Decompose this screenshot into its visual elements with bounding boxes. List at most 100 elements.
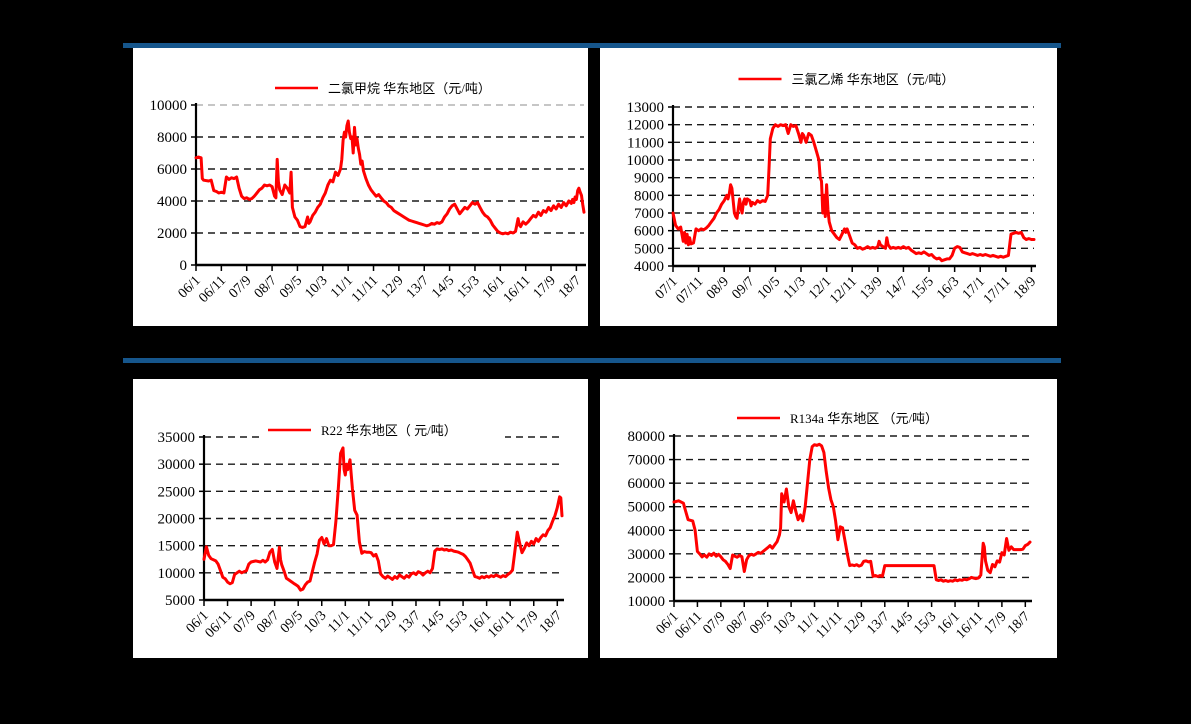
chart-panel-r134a: 10000 20000 30000 40000 50000 60000 70000 80000…	[600, 379, 1057, 658]
x-tick-label: 10/5	[755, 274, 783, 302]
x-tick-label: 15/3	[911, 609, 939, 637]
x-tick-label: 18/7	[537, 608, 565, 636]
y-tick-label: 0	[180, 258, 188, 274]
section-divider-bottom	[123, 358, 1061, 363]
legend-label: 三氯乙烯 华东地区（元/吨）	[792, 72, 955, 87]
y-tick-label: 5000	[634, 241, 664, 257]
y-tick-label: 20000	[628, 570, 666, 586]
x-tick-label: 16/3	[934, 274, 962, 302]
y-tick-label: 70000	[628, 453, 666, 469]
price-line	[671, 123, 1036, 263]
x-tick-label: 14/5	[419, 608, 447, 636]
x-tick-label: 18/7	[556, 273, 584, 301]
y-tick-label: 7000	[634, 206, 664, 222]
y-tick-label: 13000	[627, 100, 665, 116]
x-tick-label: 16/11	[485, 608, 518, 641]
chart-panel-r22: 5000 10000 15000 20000 25000 30000 35000 06/1 06…	[133, 379, 588, 658]
legend-label: 二氯甲烷 华东地区（元/吨）	[328, 81, 491, 96]
x-tick-label: 08/9	[704, 274, 732, 302]
x-tick-label: 09/7	[729, 274, 757, 302]
y-tick-label: 6000	[157, 162, 187, 178]
y-tick-label: 9000	[634, 171, 664, 187]
x-tick-label: 10/3	[301, 608, 329, 636]
x-tick-label: 18/7	[1005, 609, 1033, 637]
y-tick-label: 40000	[628, 523, 666, 539]
section-divider-top	[123, 43, 1061, 48]
y-tick-label: 5000	[165, 593, 195, 609]
x-tick-label: 11/11	[349, 273, 381, 305]
chart-panel-trichloroethylene: 4000 5000 6000 7000 8000 9000 10000 11000 12000 1…	[600, 48, 1057, 326]
price-chart-svg: 500010000150002000025000300003500006/106…	[158, 419, 565, 641]
x-tick-label: 07/9	[700, 609, 728, 637]
x-tick-label: 13/7	[404, 273, 432, 301]
x-tick-label: 13/7	[864, 609, 892, 637]
x-tick-label: 08/7	[724, 609, 752, 637]
x-tick-label: 12/9	[378, 273, 406, 301]
y-tick-label: 20000	[158, 512, 196, 528]
y-tick-label: 4000	[157, 194, 187, 210]
legend-background	[261, 419, 505, 441]
price-chart-svg: 10000 20000 30000 40000 50000 60000 70000 80000…	[628, 407, 1033, 642]
x-tick-label: 12/11	[827, 274, 860, 307]
y-tick-label: 30000	[158, 457, 196, 473]
y-tick-label: 4000	[634, 259, 664, 275]
chart-panel-dichloromethane: 0 2000 4000 6000 8000 10000 06/1 06/11 07/9 08/7 0…	[133, 48, 588, 326]
x-tick-label: 15/3	[443, 608, 471, 636]
x-tick-label: 13/9	[857, 274, 885, 302]
x-tick-label: 17/9	[982, 609, 1010, 637]
legend-background	[730, 407, 974, 429]
x-tick-label: 16/11	[501, 273, 534, 306]
y-tick-label: 11000	[627, 135, 664, 151]
x-tick-label: 17/9	[513, 608, 541, 636]
price-line	[194, 119, 586, 236]
x-tick-label: 09/5	[747, 609, 775, 637]
x-tick-label: 17/9	[531, 273, 559, 301]
legend-label: R134a 华东地区 （元/吨）	[790, 411, 938, 426]
price-line	[202, 446, 564, 592]
y-tick-label: 10000	[150, 98, 188, 114]
y-tick-label: 10000	[627, 153, 665, 169]
y-tick-label: 15000	[158, 539, 196, 555]
x-tick-label: 09/5	[277, 273, 305, 301]
x-tick-label: 06/11	[196, 273, 229, 306]
x-tick-label: 15/3	[455, 273, 483, 301]
x-tick-label: 10/3	[771, 609, 799, 637]
x-tick-label: 17/11	[981, 274, 1014, 307]
x-tick-label: 09/5	[278, 608, 306, 636]
y-tick-label: 60000	[628, 476, 666, 492]
x-tick-label: 06/11	[203, 608, 236, 641]
x-tick-label: 18/9	[1011, 274, 1039, 302]
x-tick-label: 08/7	[254, 608, 282, 636]
y-tick-label: 2000	[157, 226, 187, 242]
x-tick-label: 07/9	[231, 608, 259, 636]
x-tick-label: 12/9	[372, 608, 400, 636]
x-tick-label: 07/11	[674, 274, 707, 307]
x-tick-label: 08/7	[252, 273, 280, 301]
legend-label: R22 华东地区（ 元/吨）	[321, 423, 457, 438]
x-tick-label: 11/11	[344, 608, 376, 640]
y-tick-label: 50000	[628, 500, 666, 516]
y-tick-label: 30000	[628, 547, 666, 563]
legend-background	[268, 77, 512, 99]
y-tick-label: 10000	[158, 566, 196, 582]
y-tick-label: 6000	[634, 224, 664, 240]
price-chart-svg: 020004000600080001000006/106/1107/908/70…	[150, 77, 586, 306]
x-tick-label: 10/3	[302, 273, 330, 301]
x-tick-label: 07/9	[226, 273, 254, 301]
x-tick-label: 14/5	[429, 273, 457, 301]
y-tick-label: 8000	[634, 188, 664, 204]
x-tick-label: 13/7	[396, 608, 424, 636]
price-line	[672, 442, 1032, 583]
legend-background	[731, 68, 976, 90]
x-tick-label: 15/5	[909, 274, 937, 302]
x-tick-label: 11/3	[781, 274, 809, 302]
x-tick-label: 11/11	[813, 609, 845, 641]
x-tick-label: 14/7	[883, 274, 911, 302]
y-tick-label: 35000	[158, 430, 196, 446]
y-tick-label: 8000	[157, 130, 187, 146]
y-tick-label: 25000	[158, 484, 196, 500]
x-tick-label: 12/9	[841, 609, 869, 637]
y-tick-label: 10000	[628, 594, 666, 610]
